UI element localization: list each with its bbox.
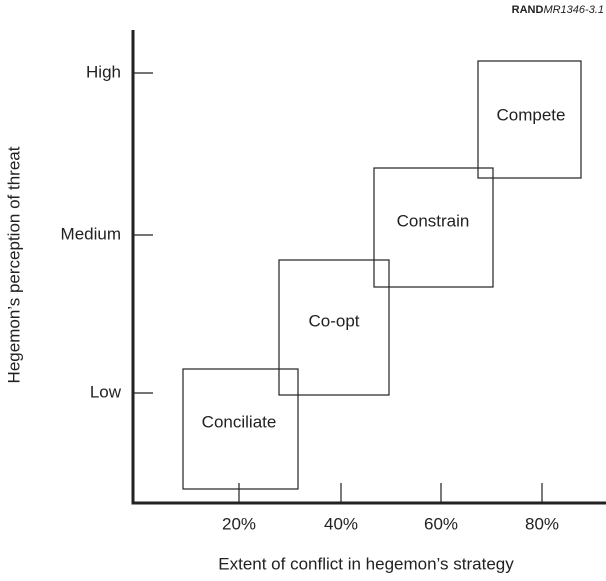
node-label: Co-opt — [308, 311, 359, 330]
node-label: Conciliate — [202, 412, 277, 431]
y-axis-label: Hegemon’s perception of threat — [4, 146, 23, 383]
node-box — [477, 60, 582, 179]
node-box — [278, 259, 390, 396]
credit: RANDMR1346-3.1 — [512, 4, 604, 16]
x-tick-label: 40% — [324, 514, 358, 533]
y-tick-label: High — [86, 62, 121, 81]
y-tick-label: Low — [90, 382, 122, 401]
axes — [131, 30, 606, 505]
node-box — [182, 368, 299, 490]
x-axis-label: Extent of conflict in hegemon’s strategy — [218, 554, 514, 573]
x-tick-label: 80% — [525, 514, 559, 533]
credit-org: RAND — [512, 4, 544, 16]
x-tick-label: 20% — [222, 514, 256, 533]
node-box — [373, 167, 494, 288]
y-tick-label: Medium — [61, 224, 121, 243]
node-label: Compete — [497, 105, 566, 124]
x-tick-label: 60% — [424, 514, 458, 533]
node-label: Constrain — [397, 211, 470, 230]
credit-id: MR1346-3.1 — [543, 4, 604, 16]
